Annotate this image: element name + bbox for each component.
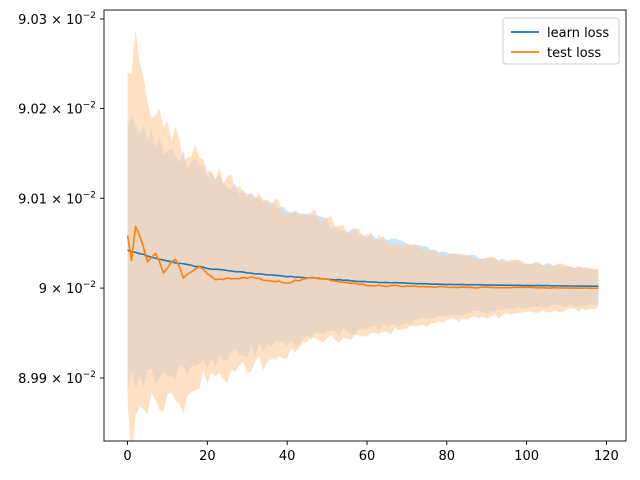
x-tick-label: 80 — [439, 449, 456, 464]
x-tick-label: 100 — [514, 449, 539, 464]
x-tick-label: 20 — [199, 449, 216, 464]
confidence-bands — [127, 29, 599, 441]
series-lines — [126, 225, 599, 290]
legend-label: learn loss — [547, 26, 609, 41]
y-tick-label: 9.01 × 10−2 — [18, 190, 96, 207]
series-line-learn-loss — [127, 249, 599, 288]
x-tick-label: 60 — [359, 449, 376, 464]
y-tick-label: 9 × 10−2 — [39, 280, 96, 297]
legend-label: test loss — [547, 46, 601, 61]
y-tick-label: 9.03 × 10−2 — [18, 11, 96, 28]
y-tick-label: 9.02 × 10−2 — [18, 101, 96, 118]
x-tick-label: 40 — [279, 449, 296, 464]
band-test-loss — [127, 29, 599, 441]
x-tick-label: 120 — [594, 449, 619, 464]
series-line-test-loss — [126, 225, 599, 290]
y-tick-label: 8.99 × 10−2 — [18, 370, 96, 387]
legend: learn loss test loss — [502, 17, 620, 65]
plot-frame — [103, 9, 627, 442]
x-tick-label: 0 — [123, 449, 131, 464]
axes: 0 20 40 60 80 100 120 8.99 × 10−2 9 × 10−2 9.01 ×… — [18, 9, 627, 464]
